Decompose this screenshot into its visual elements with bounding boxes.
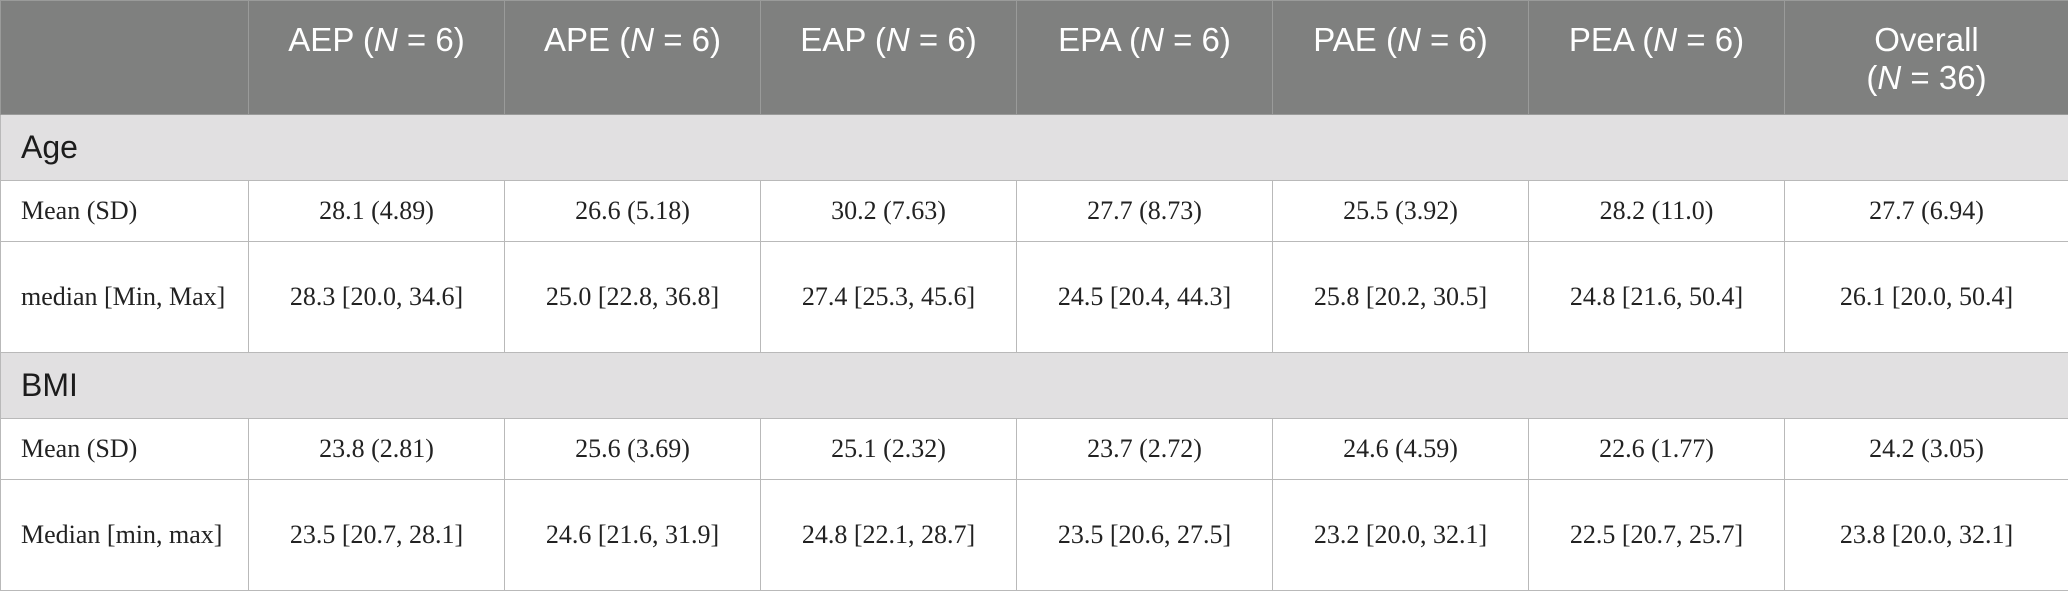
table-cell: 22.6 (1.77) xyxy=(1528,418,1785,480)
row-label: Median [min, max] xyxy=(0,479,249,591)
header-col-pae: PAE (N = 6) xyxy=(1272,0,1529,115)
header-col-name: PAE xyxy=(1313,21,1377,58)
table-cell: 23.5 [20.7, 28.1] xyxy=(248,479,505,591)
table-cell: 28.2 (11.0) xyxy=(1528,180,1785,242)
section-title: Age xyxy=(0,114,2068,181)
demographics-table: AEP (N = 6) APE (N = 6) EAP (N = 6) EPA … xyxy=(0,0,2068,591)
table-cell: 23.7 (2.72) xyxy=(1016,418,1273,480)
header-n-label: N xyxy=(1140,21,1164,58)
table-cell: 25.0 [22.8, 36.8] xyxy=(504,241,761,353)
header-n-label: N xyxy=(1653,21,1678,58)
row-label: Mean (SD) xyxy=(0,418,249,480)
table-cell: 24.6 (4.59) xyxy=(1272,418,1529,480)
header-n-label: N xyxy=(630,21,655,58)
table-cell: 24.6 [21.6, 31.9] xyxy=(504,479,761,591)
table-cell: 30.2 (7.63) xyxy=(760,180,1017,242)
table-row: Mean (SD) 28.1 (4.89) 26.6 (5.18) 30.2 (… xyxy=(0,180,2068,242)
header-n-label: N xyxy=(373,21,398,58)
table-cell: 23.8 [20.0, 32.1] xyxy=(1784,479,2068,591)
table-cell: 22.5 [20.7, 25.7] xyxy=(1528,479,1785,591)
table-cell: 24.5 [20.4, 44.3] xyxy=(1016,241,1273,353)
section-title: BMI xyxy=(0,352,2068,419)
table-cell: 25.6 (3.69) xyxy=(504,418,761,480)
table-cell: 23.5 [20.6, 27.5] xyxy=(1016,479,1273,591)
table-row: Mean (SD) 23.8 (2.81) 25.6 (3.69) 25.1 (… xyxy=(0,418,2068,480)
row-label: median [Min, Max] xyxy=(0,241,249,353)
table-row: Median [min, max] 23.5 [20.7, 28.1] 24.6… xyxy=(0,479,2068,591)
header-col-name: AEP xyxy=(288,21,354,58)
header-n-value: = 6) xyxy=(654,21,721,58)
header-col-ape: APE (N = 6) xyxy=(504,0,761,115)
table-cell: 26.6 (5.18) xyxy=(504,180,761,242)
table-cell: 24.8 [21.6, 50.4] xyxy=(1528,241,1785,353)
table-cell: 27.7 (8.73) xyxy=(1016,180,1273,242)
header-n-value: = 6) xyxy=(397,21,465,58)
header-col-name: EAP xyxy=(800,21,866,58)
table-cell: 25.1 (2.32) xyxy=(760,418,1017,480)
header-n-value: = 6) xyxy=(1163,21,1231,58)
header-col-epa: EPA (N = 6) xyxy=(1016,0,1273,115)
section-row-age: Age xyxy=(0,114,2068,181)
table-cell: 25.5 (3.92) xyxy=(1272,180,1529,242)
table-cell: 23.8 (2.81) xyxy=(248,418,505,480)
table-cell: 26.1 [20.0, 50.4] xyxy=(1784,241,2068,353)
table-cell: 27.7 (6.94) xyxy=(1784,180,2068,242)
header-n-value: = 6) xyxy=(909,21,977,58)
header-n-label: N xyxy=(1877,59,1902,96)
table-cell: 24.2 (3.05) xyxy=(1784,418,2068,480)
header-row: AEP (N = 6) APE (N = 6) EAP (N = 6) EPA … xyxy=(0,0,2068,115)
header-n-value: = 6) xyxy=(1420,21,1488,58)
header-col-eap: EAP (N = 6) xyxy=(760,0,1017,115)
header-n-value: = 36) xyxy=(1901,59,1987,96)
header-n-label: N xyxy=(885,21,910,58)
table-row: median [Min, Max] 28.3 [20.0, 34.6] 25.0… xyxy=(0,241,2068,353)
table-cell: 28.1 (4.89) xyxy=(248,180,505,242)
header-corner-cell xyxy=(0,0,249,115)
header-col-pea: PEA (N = 6) xyxy=(1528,0,1785,115)
header-col-name: APE xyxy=(543,21,611,58)
header-col-aep: AEP (N = 6) xyxy=(248,0,505,115)
row-label: Mean (SD) xyxy=(0,180,249,242)
header-n-label: N xyxy=(1396,21,1421,58)
section-row-bmi: BMI xyxy=(0,352,2068,419)
table-cell: 25.8 [20.2, 30.5] xyxy=(1272,241,1529,353)
header-col-overall: Overall (N = 36) xyxy=(1784,0,2068,115)
header-col-name: EPA xyxy=(1058,21,1120,58)
table-cell: 28.3 [20.0, 34.6] xyxy=(248,241,505,353)
header-col-name: Overall xyxy=(1874,21,1979,58)
table-cell: 27.4 [25.3, 45.6] xyxy=(760,241,1017,353)
header-col-name: PEA xyxy=(1568,21,1634,58)
table-cell: 24.8 [22.1, 28.7] xyxy=(760,479,1017,591)
table-cell: 23.2 [20.0, 32.1] xyxy=(1272,479,1529,591)
header-n-value: = 6) xyxy=(1677,21,1745,58)
